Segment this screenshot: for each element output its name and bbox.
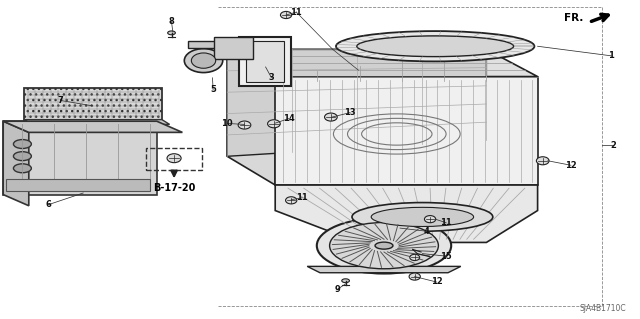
Ellipse shape [375,242,393,249]
Text: B-17-20: B-17-20 [153,182,195,193]
Ellipse shape [13,140,31,149]
Ellipse shape [168,31,175,35]
FancyBboxPatch shape [246,41,284,82]
Ellipse shape [13,164,31,173]
Ellipse shape [357,36,514,57]
Ellipse shape [317,218,451,273]
Polygon shape [188,41,220,48]
Text: FR.: FR. [564,12,584,23]
Text: 12: 12 [565,161,577,170]
Ellipse shape [324,113,337,121]
Text: 3: 3 [269,73,274,82]
Text: SJA4B1710C: SJA4B1710C [579,304,626,313]
Text: 11: 11 [440,218,452,227]
Text: 9: 9 [335,285,340,294]
Ellipse shape [409,273,420,280]
Bar [24,88,162,120]
Ellipse shape [280,11,292,19]
Polygon shape [275,77,538,185]
Polygon shape [227,49,486,156]
Text: 8: 8 [169,17,174,26]
Ellipse shape [336,31,534,61]
Polygon shape [227,49,538,77]
Text: 11: 11 [291,8,302,17]
Polygon shape [214,37,253,59]
Text: 1: 1 [608,51,614,60]
Polygon shape [3,121,182,132]
Ellipse shape [536,157,549,165]
Ellipse shape [13,152,31,160]
Text: 7: 7 [58,96,63,105]
FancyBboxPatch shape [239,37,291,86]
Ellipse shape [410,254,420,261]
Ellipse shape [285,197,297,204]
Polygon shape [3,121,157,195]
Polygon shape [307,266,461,273]
Polygon shape [3,121,29,206]
Text: 10: 10 [221,119,233,128]
Ellipse shape [238,121,251,129]
Ellipse shape [330,223,438,269]
Polygon shape [24,120,170,124]
Polygon shape [227,49,275,185]
Text: 6: 6 [45,200,51,209]
Text: 4: 4 [424,227,430,236]
Text: 2: 2 [610,141,616,150]
Text: 11: 11 [296,193,308,202]
Ellipse shape [184,48,223,72]
Ellipse shape [424,216,436,223]
Bar [6,179,150,191]
Text: 12: 12 [431,278,442,286]
Text: 15: 15 [440,252,452,261]
Ellipse shape [342,279,349,283]
Ellipse shape [191,53,216,68]
Ellipse shape [268,120,280,128]
Polygon shape [275,185,538,242]
Ellipse shape [167,154,181,163]
Ellipse shape [371,207,474,226]
Ellipse shape [352,203,493,231]
Text: 13: 13 [344,108,356,117]
Text: 5: 5 [210,85,216,94]
Text: 14: 14 [283,114,294,123]
